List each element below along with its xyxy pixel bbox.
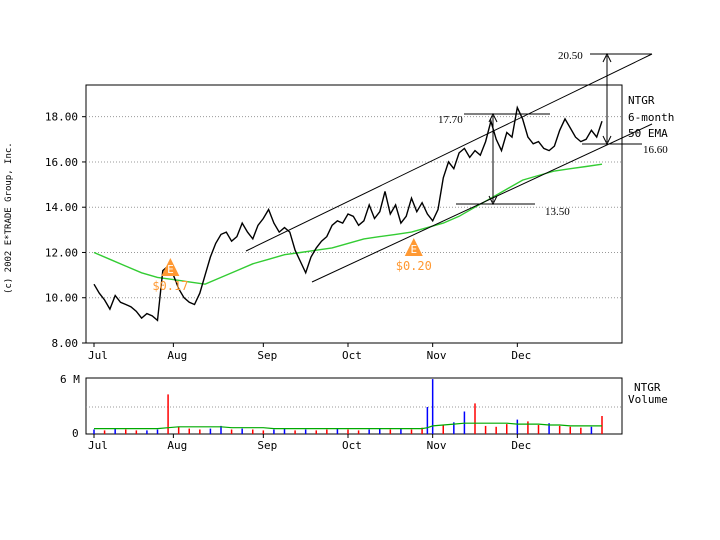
price-y-tick-label: 18.00: [45, 111, 78, 124]
price-month-labels: Jul Aug Sep Oct Nov Dec: [88, 343, 531, 362]
legend-symbol: NTGR: [628, 94, 655, 107]
volume-x-tick-label: Aug: [167, 439, 187, 452]
earnings-label: $0.20: [396, 259, 432, 273]
volume-legend-symbol: NTGR: [634, 381, 661, 394]
price-y-tick-label: 16.00: [45, 156, 78, 169]
price-x-tick-label: Dec: [511, 349, 531, 362]
lower-channel-line: [311, 123, 653, 283]
measure-arrow-down-icon: [488, 195, 498, 206]
ntgr-price-line: [93, 105, 603, 322]
volume-x-tick-label: Jul: [88, 439, 108, 452]
annotation-high-target: 20.50: [558, 50, 583, 62]
ema-50-line: [93, 163, 603, 285]
price-gridlines: [86, 116, 622, 299]
earnings-icon-letter: E: [410, 243, 417, 256]
legend-period: 6-month: [628, 111, 674, 124]
trend-channel: [245, 52, 653, 283]
volume-average-line: [94, 422, 602, 430]
volume-x-tick-label: Nov: [427, 439, 447, 452]
earnings-triangle-icon: [161, 258, 180, 276]
price-panel: 18.00 16.00 14.00 12.00 10.00 8.00 Jul Aug Sep O…: [45, 50, 674, 362]
price-x-tick-label: Jul: [88, 349, 108, 362]
target-arrow-up-icon: [602, 52, 612, 63]
price-x-tick-label: Nov: [427, 349, 447, 362]
annotation-low-target: 16.60: [643, 144, 668, 156]
upper-channel-line: [245, 53, 653, 252]
earnings-label: $0.17: [152, 279, 188, 293]
volume-x-tick-label: Oct: [342, 439, 362, 452]
volume-y-bottom: 0: [72, 427, 79, 440]
volume-legend-title: Volume: [628, 393, 668, 406]
price-x-tick-label: Oct: [342, 349, 362, 362]
price-x-tick-label: Aug: [167, 349, 187, 362]
volume-panel: Jul Aug Sep Oct Nov Dec 6 M 0 NTGR Volume: [60, 373, 668, 452]
earnings-triangle-icon: [404, 238, 423, 256]
price-y-tick-label: 10.00: [45, 292, 78, 305]
price-y-tick-label: 14.00: [45, 201, 78, 214]
annotation-low-measure: 13.50: [545, 206, 570, 218]
price-y-tick-label: 8.00: [52, 337, 79, 350]
price-x-tick-label: Sep: [257, 349, 277, 362]
legend-ema: 50 EMA: [628, 127, 668, 140]
price-y-ticks: 18.00 16.00 14.00 12.00 10.00 8.00: [45, 111, 86, 350]
volume-y-top: 6 M: [60, 373, 80, 386]
earnings-markers: E $0.17 E $0.20: [152, 238, 432, 293]
volume-x-tick-label: Sep: [257, 439, 277, 452]
annotation-high-measure: 17.70: [438, 114, 463, 126]
measure-arrow-up-icon: [488, 112, 498, 123]
price-y-tick-label: 12.00: [45, 246, 78, 259]
earnings-icon-letter: E: [167, 263, 174, 276]
copyright-text: (c) 2002 E*TRADE Group, Inc.: [4, 142, 14, 294]
volume-month-labels: Jul Aug Sep Oct Nov Dec: [88, 434, 531, 452]
target-arrow-down-icon: [602, 135, 612, 146]
volume-x-tick-label: Dec: [511, 439, 531, 452]
